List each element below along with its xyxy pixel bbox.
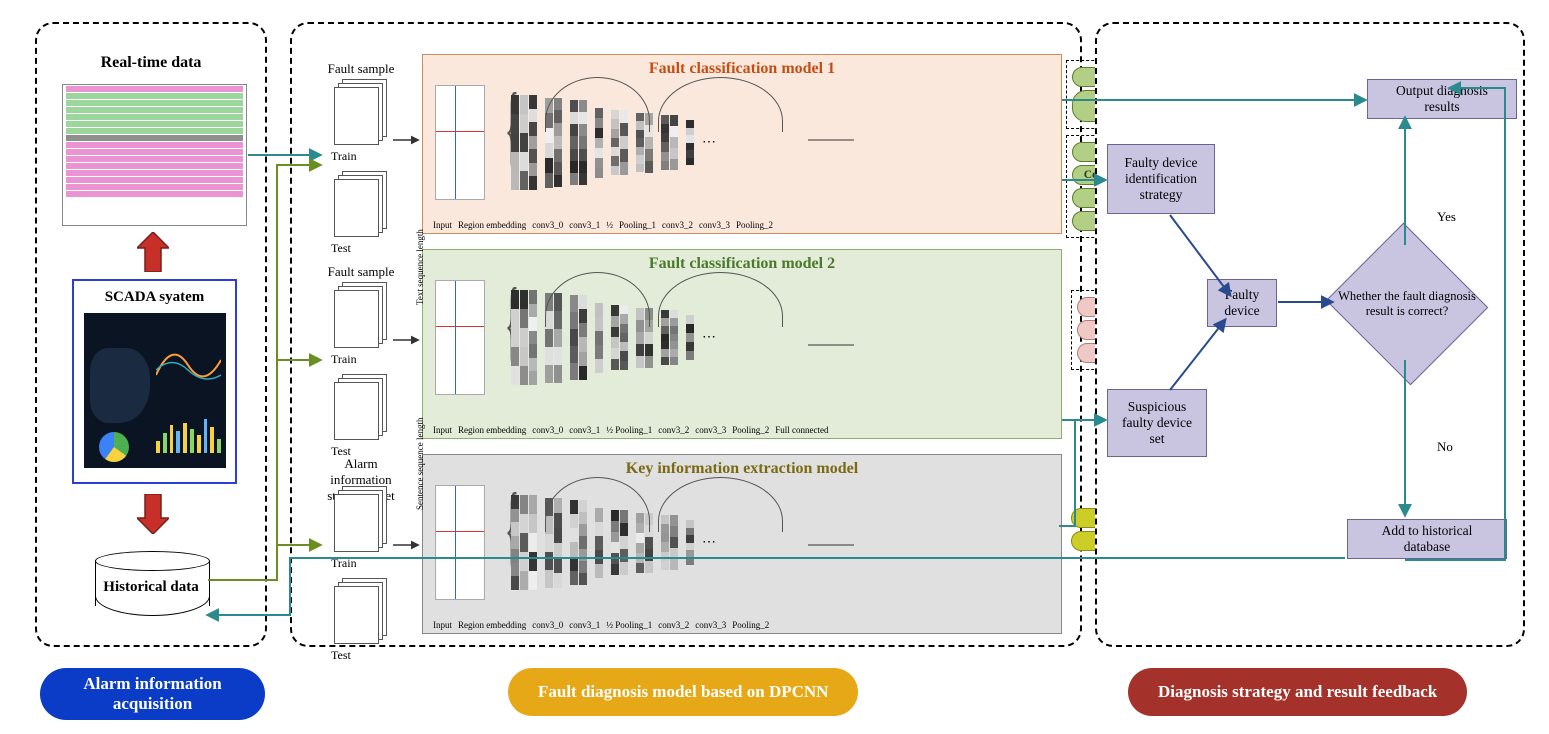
nn-labels: Input Region embedding conv3_0 conv3_1 ½ Pool… [433, 220, 773, 230]
nn-stage-label: Region embedding [458, 425, 526, 435]
nn-stage-label: conv3_3 [695, 620, 726, 630]
nn-stage-label: conv3_0 [532, 425, 563, 435]
nn-input [435, 485, 485, 600]
nn-stage-label: conv3_1 [569, 220, 600, 230]
nn-input [435, 280, 485, 395]
decision-diamond: Whether the fault diagnosis result is co… [1322, 239, 1492, 369]
scada-bars [156, 408, 221, 453]
add-hist-box: Add to historical database [1347, 519, 1507, 559]
skip-arc [545, 77, 650, 132]
nn-stage-label: conv3_2 [658, 620, 689, 630]
scada-screen [84, 313, 226, 468]
nn-stage-label: Pooling_1 [619, 220, 656, 230]
train-label: Train [331, 352, 357, 367]
nn-stage-label: Region embedding [458, 620, 526, 630]
model2-box: Fault classification model 2 Text sequen… [422, 249, 1062, 439]
nn-stage-label: Pooling_2 [736, 220, 773, 230]
scada-pie [99, 432, 129, 462]
skip-arc [658, 477, 783, 532]
yes-label: Yes [1437, 209, 1456, 225]
nn-stage-label: conv3_2 [658, 425, 689, 435]
pill-right: Diagnosis strategy and result feedback [1128, 668, 1467, 716]
scada-title: SCADA syatem [74, 289, 235, 306]
skip-arc [658, 272, 783, 327]
nn-stage-label: Region embedding [458, 220, 526, 230]
panel-right: Output diagnosis results Faulty device i… [1095, 22, 1525, 647]
realtime-preview [62, 84, 247, 226]
nn-stage-label: conv3_2 [662, 220, 693, 230]
scada-box: SCADA syatem [72, 279, 237, 484]
suspicious-set-box: Suspicious faulty device set [1107, 389, 1207, 457]
axis-label: Sentence sequence length [415, 418, 425, 510]
panel-left: Real-time data SCADA syatem Historical d… [35, 22, 267, 647]
realtime-title: Real-time data [37, 54, 265, 72]
panel-mid: Fault sample set1 Train Test Fault sampl… [290, 22, 1082, 647]
nn-stage-label: conv3_0 [532, 620, 563, 630]
decision-text: Whether the fault diagnosis result is co… [1322, 239, 1492, 369]
pill-left: Alarm information acquisition [40, 668, 265, 720]
model3-box: Key information extraction model Sentenc… [422, 454, 1062, 634]
nn-stage-label: Input [433, 425, 452, 435]
historical-title: Historical data [37, 579, 265, 596]
nn-labels: Input Region embedding conv3_0 conv3_1 ½ Poo… [433, 425, 829, 435]
axis-label: Text sequence length [415, 229, 425, 305]
faulty-device-box: Faulty device [1207, 279, 1277, 327]
skip-arc [658, 77, 783, 132]
red-arrow-up [137, 232, 169, 272]
nn-stage-label: Input [433, 620, 452, 630]
nn-input [435, 85, 485, 200]
scada-map [90, 348, 150, 423]
nn-stage-label: conv3_3 [699, 220, 730, 230]
train-label: Train [331, 556, 357, 571]
nn-stage-label: ½ Pooling_1 [606, 425, 652, 435]
test-label: Test [331, 648, 351, 663]
skip-arc [545, 477, 650, 532]
sampleset2: Fault sample set2 Train Test [326, 282, 406, 444]
docstack-test: Test [334, 171, 389, 241]
pill-mid: Fault diagnosis model based on DPCNN [508, 668, 858, 716]
nn-stage-label: conv3_0 [532, 220, 563, 230]
train-label: Train [331, 149, 357, 164]
skip-arc [545, 272, 650, 327]
nn-stage-label: Pooling_2 [732, 425, 769, 435]
test-label: Test [331, 241, 351, 256]
id-strategy-box: Faulty device identification strategy [1107, 144, 1215, 214]
scada-wave [156, 345, 221, 385]
no-label: No [1437, 439, 1453, 455]
docstack-train: Train [334, 79, 389, 149]
nn-stage-label: Input [433, 220, 452, 230]
nn-labels: Input Region embedding conv3_0 conv3_1 ½ Poo… [433, 620, 769, 630]
output-results-box: Output diagnosis results [1367, 79, 1517, 119]
sampleset3: Alarm information statement set Train Te… [326, 486, 406, 648]
nn-stage-label: conv3_3 [695, 425, 726, 435]
red-arrow-down [137, 494, 169, 534]
nn-stage-label: ½ Pooling_1 [606, 620, 652, 630]
sampleset1: Fault sample set1 Train Test [326, 79, 406, 241]
nn-stage-label: conv3_1 [569, 620, 600, 630]
nn-stage-label: Full connected [775, 425, 828, 435]
nn-stage-label: conv3_1 [569, 425, 600, 435]
model1-box: Fault classification model 1 { ⋯ InputRe… [422, 54, 1062, 234]
nn-stage-label: ½ [606, 220, 613, 230]
nn-stage-label: Pooling_2 [732, 620, 769, 630]
